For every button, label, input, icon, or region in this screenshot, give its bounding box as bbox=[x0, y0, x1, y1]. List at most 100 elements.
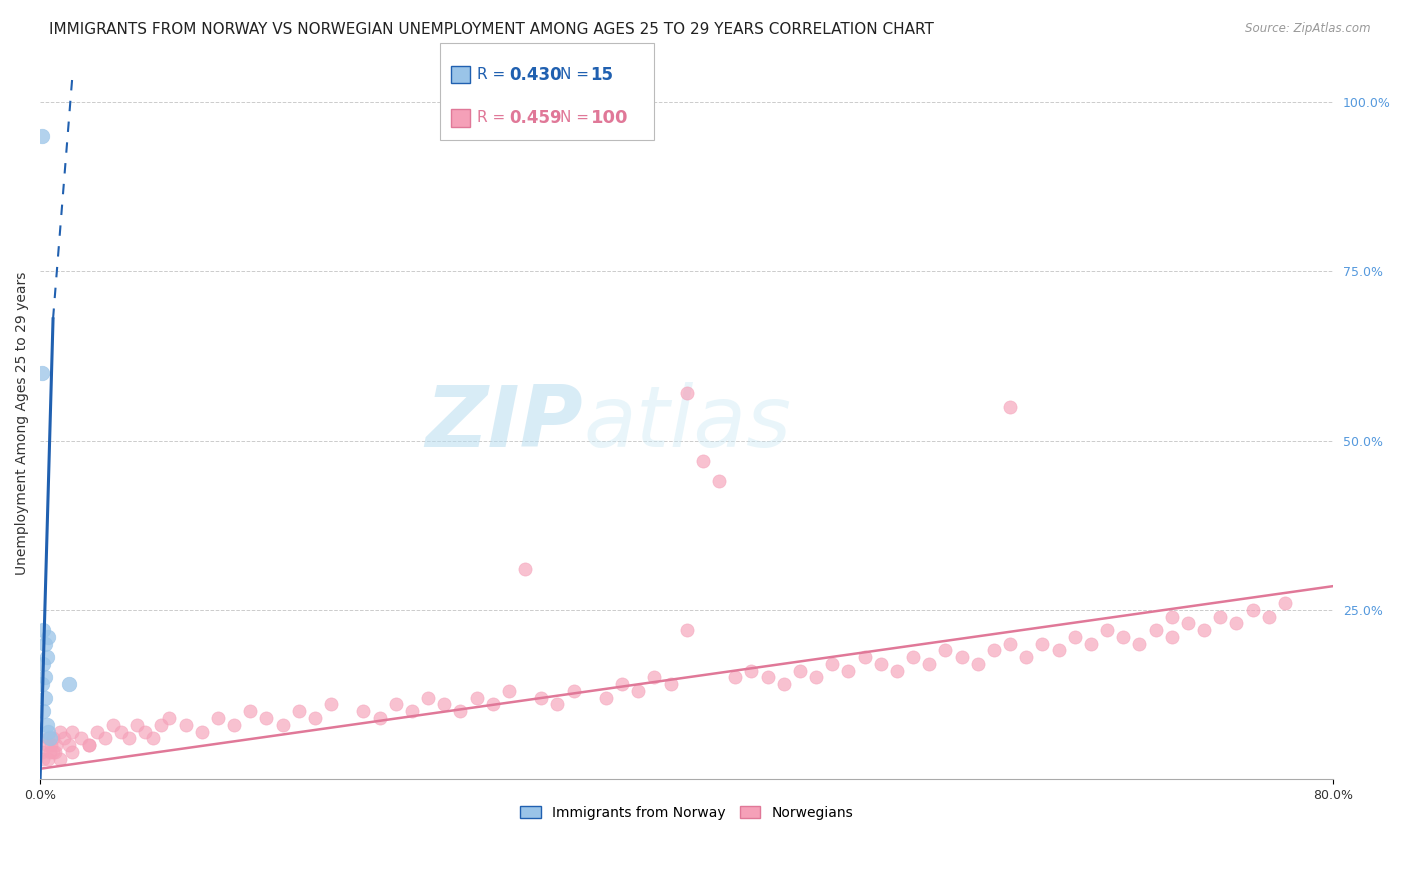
Point bbox=[1080, 637, 1102, 651]
Point bbox=[32, 623, 55, 637]
Point bbox=[44, 745, 66, 759]
Text: atlas: atlas bbox=[583, 382, 792, 466]
Point bbox=[934, 643, 956, 657]
Point bbox=[772, 677, 794, 691]
Point bbox=[42, 731, 65, 746]
Point bbox=[1225, 616, 1247, 631]
Point bbox=[150, 718, 173, 732]
Point bbox=[58, 677, 80, 691]
Point bbox=[950, 650, 973, 665]
Point bbox=[627, 684, 650, 698]
Point bbox=[837, 664, 859, 678]
Point bbox=[224, 718, 246, 732]
Point bbox=[69, 731, 91, 746]
Point bbox=[31, 745, 53, 759]
Point bbox=[34, 670, 56, 684]
Point bbox=[416, 690, 439, 705]
Point bbox=[62, 745, 84, 759]
Point bbox=[1177, 616, 1199, 631]
Point bbox=[35, 738, 58, 752]
Point bbox=[562, 684, 585, 698]
Point bbox=[513, 562, 536, 576]
Point bbox=[368, 711, 391, 725]
Text: 0.430: 0.430 bbox=[509, 66, 561, 84]
Point bbox=[983, 643, 1005, 657]
Point bbox=[853, 650, 876, 665]
Point bbox=[1031, 637, 1053, 651]
Point bbox=[101, 718, 124, 732]
Point bbox=[159, 711, 181, 725]
Point bbox=[319, 698, 342, 712]
Point bbox=[86, 724, 108, 739]
Point bbox=[449, 704, 471, 718]
Text: Source: ZipAtlas.com: Source: ZipAtlas.com bbox=[1246, 22, 1371, 36]
Point bbox=[918, 657, 941, 671]
Point bbox=[804, 670, 827, 684]
Point bbox=[1047, 643, 1070, 657]
Point bbox=[886, 664, 908, 678]
Point bbox=[707, 474, 730, 488]
Point bbox=[191, 724, 214, 739]
Point bbox=[34, 637, 56, 651]
Point bbox=[1209, 609, 1232, 624]
Point bbox=[675, 386, 697, 401]
Point bbox=[48, 751, 70, 765]
Point bbox=[239, 704, 262, 718]
Point bbox=[481, 698, 503, 712]
Text: R =: R = bbox=[477, 110, 510, 125]
Point bbox=[174, 718, 197, 732]
Point bbox=[31, 366, 53, 380]
Point bbox=[352, 704, 374, 718]
Point bbox=[1144, 623, 1167, 637]
Text: R =: R = bbox=[477, 67, 510, 82]
Legend: Immigrants from Norway, Norwegians: Immigrants from Norway, Norwegians bbox=[515, 800, 859, 825]
Point bbox=[31, 129, 53, 144]
Point bbox=[821, 657, 844, 671]
Point bbox=[42, 745, 65, 759]
Point bbox=[1128, 637, 1150, 651]
Point bbox=[94, 731, 117, 746]
Text: N =: N = bbox=[560, 110, 589, 125]
Point bbox=[401, 704, 423, 718]
Point bbox=[35, 650, 58, 665]
Point bbox=[1112, 630, 1135, 644]
Point bbox=[287, 704, 309, 718]
Point bbox=[38, 745, 60, 759]
Point bbox=[37, 724, 59, 739]
Text: 15: 15 bbox=[591, 66, 613, 84]
Point bbox=[118, 731, 141, 746]
Point bbox=[35, 718, 58, 732]
Point bbox=[384, 698, 406, 712]
Point bbox=[256, 711, 278, 725]
Point bbox=[1015, 650, 1038, 665]
Point bbox=[32, 657, 55, 671]
Text: N =: N = bbox=[560, 67, 589, 82]
Point bbox=[756, 670, 779, 684]
Point bbox=[32, 704, 55, 718]
Text: ZIP: ZIP bbox=[426, 382, 583, 466]
Point bbox=[869, 657, 891, 671]
Point bbox=[48, 724, 70, 739]
Point bbox=[37, 630, 59, 644]
Point bbox=[110, 724, 132, 739]
Point bbox=[966, 657, 988, 671]
Point bbox=[546, 698, 568, 712]
Point bbox=[77, 738, 100, 752]
Point bbox=[207, 711, 229, 725]
Point bbox=[433, 698, 456, 712]
Point bbox=[595, 690, 617, 705]
Point bbox=[34, 690, 56, 705]
Point bbox=[58, 738, 80, 752]
Point bbox=[53, 731, 76, 746]
Point bbox=[1274, 596, 1296, 610]
Text: 0.459: 0.459 bbox=[509, 109, 561, 127]
Point bbox=[610, 677, 633, 691]
Point bbox=[304, 711, 326, 725]
Point bbox=[740, 664, 762, 678]
Point bbox=[1095, 623, 1118, 637]
Y-axis label: Unemployment Among Ages 25 to 29 years: Unemployment Among Ages 25 to 29 years bbox=[15, 272, 30, 575]
Text: 100: 100 bbox=[591, 109, 628, 127]
Point bbox=[901, 650, 924, 665]
Point bbox=[1160, 609, 1182, 624]
Point bbox=[62, 724, 84, 739]
